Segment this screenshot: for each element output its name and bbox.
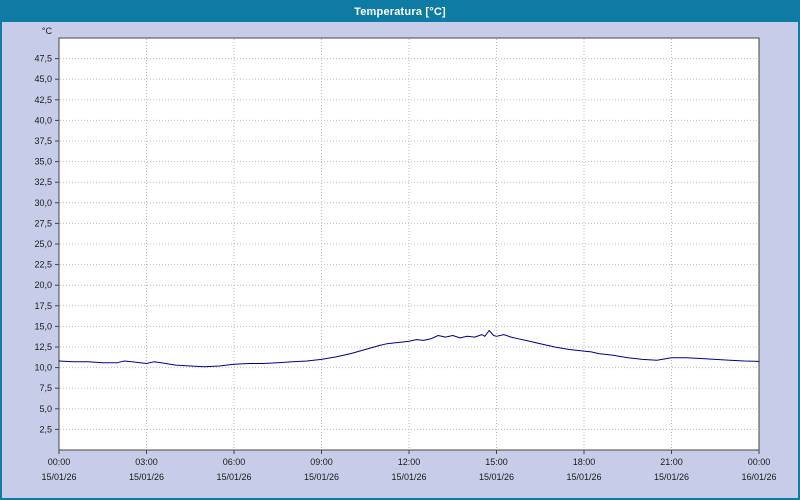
- y-axis-labels: 2,5 5,0 7,5 10,0 12,5 15,0 17,5 20,0 22,5 25,0 27,…: [34, 26, 52, 434]
- y-tick-label: 15,0: [34, 321, 52, 331]
- grid-lines: [60, 39, 758, 449]
- y-tick-label: 12,5: [34, 342, 52, 352]
- y-tick-label: 27,5: [34, 218, 52, 228]
- x-tick-date-label: 15/01/26: [216, 472, 251, 482]
- y-tick-label: 40,0: [34, 115, 52, 125]
- x-tick-time-label: 09:00: [310, 457, 333, 467]
- x-tick-date-label: 15/01/26: [129, 472, 164, 482]
- chart-svg: 2,5 5,0 7,5 10,0 12,5 15,0 17,5 20,0 22,5 25,0 27,…: [34, 26, 776, 482]
- window-title: Temperatura [°C]: [354, 6, 446, 18]
- y-tick-label: 10,0: [34, 363, 52, 373]
- axis-ticks: [55, 58, 760, 454]
- x-tick-date-label: 15/01/26: [654, 472, 689, 482]
- y-tick-label: 20,0: [34, 280, 52, 290]
- y-tick-label: 2,5: [39, 424, 52, 434]
- x-tick-date-label: 15/01/26: [41, 472, 76, 482]
- x-tick-date-label: 15/01/26: [566, 472, 601, 482]
- temperature-line: [58, 330, 760, 368]
- y-tick-label: 45,0: [34, 74, 52, 84]
- x-tick-date-label: 15/01/26: [391, 472, 426, 482]
- x-tick-date-label: 15/01/26: [304, 472, 339, 482]
- window-titlebar: Temperatura [°C]: [2, 2, 798, 22]
- y-axis-unit-label: °C: [42, 26, 53, 36]
- x-tick-time-label: 21:00: [660, 457, 683, 467]
- x-tick-time-label: 06:00: [223, 457, 246, 467]
- x-axis-labels: 00:00 15/01/26 03:00 15/01/26 06:00 15/01/26 0…: [41, 457, 776, 482]
- x-tick-time-label: 18:00: [573, 457, 596, 467]
- x-tick-date-label: 15/01/26: [479, 472, 514, 482]
- y-tick-label: 42,5: [34, 95, 52, 105]
- temperature-chart: 2,5 5,0 7,5 10,0 12,5 15,0 17,5 20,0 22,5 25,0 27,…: [2, 22, 798, 498]
- y-tick-label: 47,5: [34, 54, 52, 64]
- y-tick-label: 35,0: [34, 157, 52, 167]
- y-tick-label: 30,0: [34, 198, 52, 208]
- x-tick-time-label: 03:00: [135, 457, 158, 467]
- x-tick-time-label: 12:00: [398, 457, 421, 467]
- x-tick-time-label: 00:00: [48, 457, 71, 467]
- y-tick-label: 22,5: [34, 260, 52, 270]
- y-tick-label: 17,5: [34, 301, 52, 311]
- y-tick-label: 25,0: [34, 239, 52, 249]
- y-tick-label: 37,5: [34, 136, 52, 146]
- y-tick-label: 5,0: [39, 404, 52, 414]
- x-tick-date-label: 16/01/26: [741, 472, 776, 482]
- y-tick-label: 32,5: [34, 177, 52, 187]
- x-tick-time-label: 00:00: [748, 457, 771, 467]
- y-tick-label: 7,5: [39, 383, 52, 393]
- x-tick-time-label: 15:00: [485, 457, 508, 467]
